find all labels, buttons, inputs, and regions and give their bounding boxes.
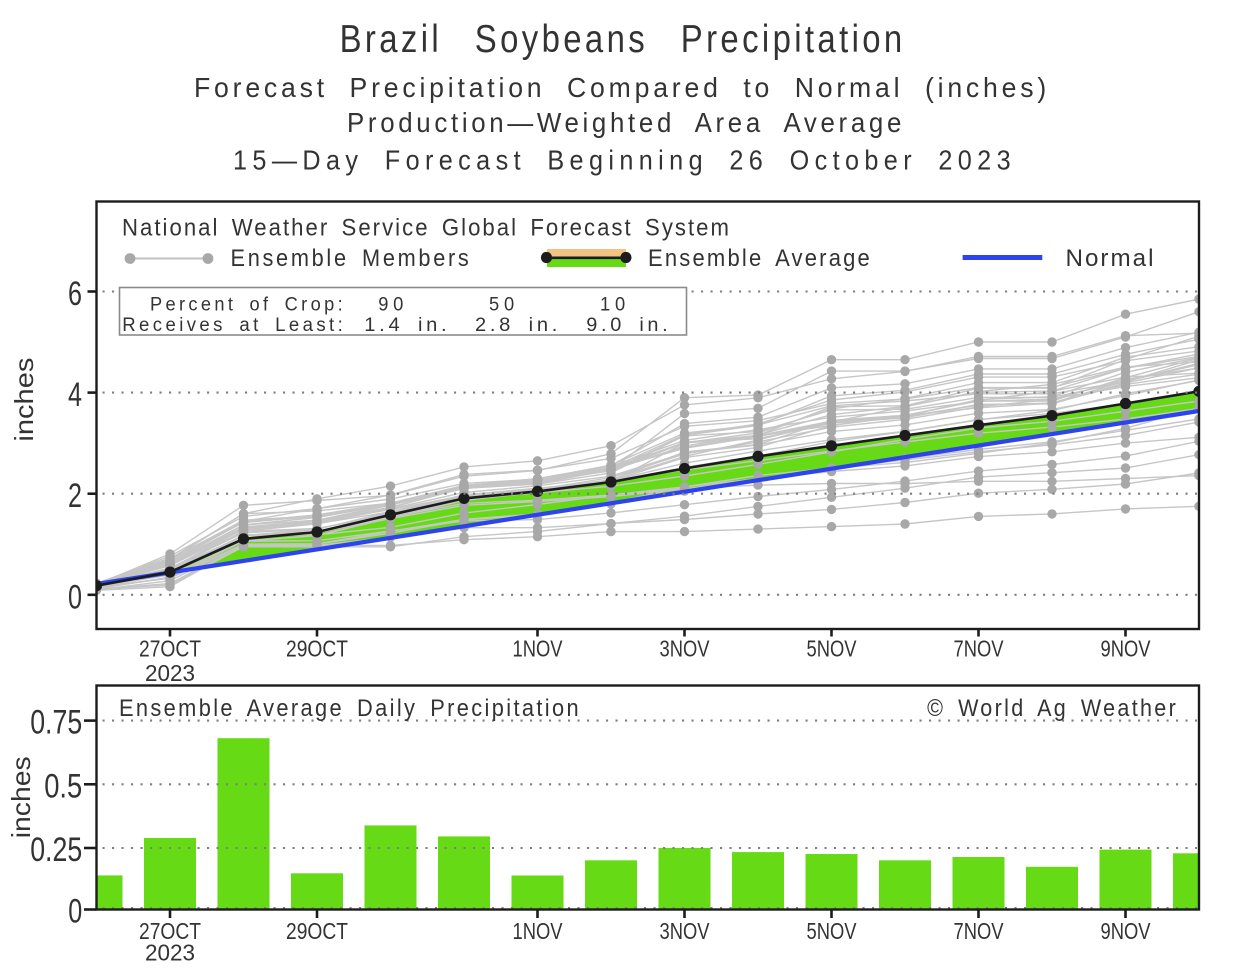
svg-text:Forecast Precipitation Compare: Forecast Precipitation Compared to Norma… [194, 72, 1050, 103]
svg-text:Ensemble Average: Ensemble Average [648, 245, 872, 272]
svg-text:2.8 in.: 2.8 in. [475, 315, 561, 336]
svg-text:0.75: 0.75 [30, 704, 82, 742]
svg-text:1NOV: 1NOV [513, 636, 563, 662]
svg-text:27OCT: 27OCT [139, 918, 201, 944]
svg-text:90: 90 [378, 295, 408, 316]
svg-text:0.25: 0.25 [30, 831, 82, 869]
svg-text:Percent of Crop:: Percent of Crop: [150, 295, 346, 316]
svg-text:29OCT: 29OCT [286, 918, 348, 944]
svg-text:2023: 2023 [145, 940, 195, 966]
svg-text:0: 0 [68, 578, 82, 616]
svg-text:inches: inches [9, 358, 39, 442]
svg-text:inches: inches [6, 756, 36, 838]
svg-text:5NOV: 5NOV [807, 636, 857, 662]
svg-text:0: 0 [68, 893, 82, 931]
svg-text:2023: 2023 [145, 660, 195, 686]
svg-text:15—Day Forecast Beginning 26 O: 15—Day Forecast Beginning 26 October 202… [233, 145, 1016, 176]
svg-text:5NOV: 5NOV [807, 918, 857, 944]
svg-text:6: 6 [68, 275, 82, 313]
svg-text:9NOV: 9NOV [1101, 918, 1151, 944]
svg-text:9NOV: 9NOV [1101, 636, 1151, 662]
svg-text:0.5: 0.5 [44, 767, 82, 805]
svg-text:29OCT: 29OCT [286, 636, 348, 662]
svg-text:1NOV: 1NOV [513, 918, 563, 944]
svg-text:Ensemble Average Daily Precipi: Ensemble Average Daily Precipitation [119, 695, 581, 722]
svg-text:9.0 in.: 9.0 in. [586, 315, 671, 336]
svg-text:© World Ag Weather: © World Ag Weather [927, 695, 1178, 722]
svg-text:3NOV: 3NOV [660, 636, 710, 662]
svg-text:2: 2 [68, 477, 82, 515]
svg-text:Production—Weighted Area Avera: Production—Weighted Area Average [347, 107, 905, 138]
svg-text:Brazil Soybeans Precipitation: Brazil Soybeans Precipitation [340, 18, 906, 61]
svg-text:7NOV: 7NOV [954, 636, 1004, 662]
svg-text:27OCT: 27OCT [139, 636, 201, 662]
svg-text:4: 4 [68, 376, 82, 414]
svg-text:National Weather Service Globa: National Weather Service Global Forecast… [122, 215, 731, 242]
svg-text:3NOV: 3NOV [660, 918, 710, 944]
svg-text:1.4 in.: 1.4 in. [364, 315, 450, 336]
svg-text:Ensemble Members: Ensemble Members [231, 245, 472, 272]
svg-text:Receives at Least:: Receives at Least: [122, 315, 346, 336]
svg-text:10: 10 [600, 295, 630, 316]
svg-text:Normal: Normal [1066, 245, 1156, 272]
svg-text:50: 50 [489, 295, 519, 316]
svg-text:7NOV: 7NOV [954, 918, 1004, 944]
